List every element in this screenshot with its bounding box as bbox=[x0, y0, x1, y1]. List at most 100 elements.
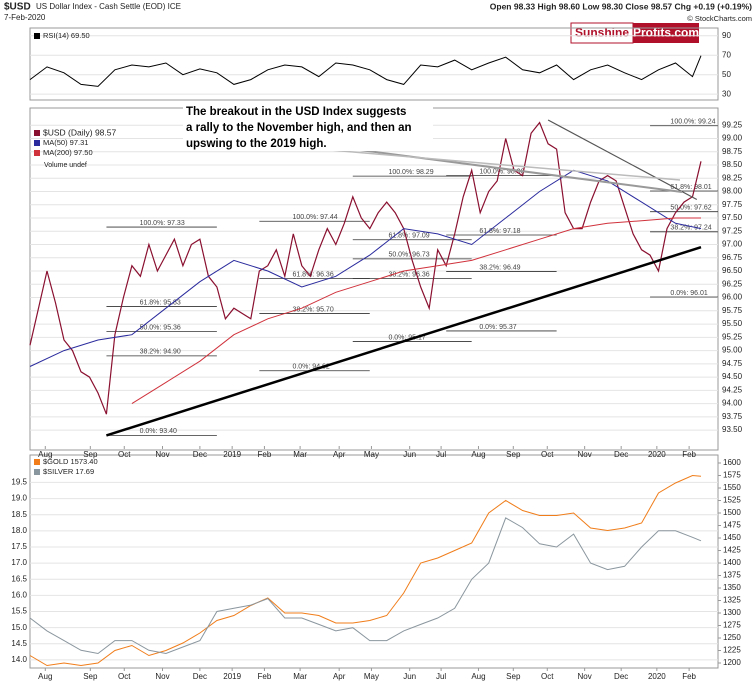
legend-label: MA(50) 97.31 bbox=[43, 138, 88, 147]
y2-tick-label: 1450 bbox=[723, 533, 741, 542]
legend-label: $USD (Daily) 98.57 bbox=[43, 127, 116, 137]
y-tick-label: 98.00 bbox=[722, 187, 743, 196]
x-tick-label: Dec bbox=[614, 672, 628, 681]
y2-tick-label: 1325 bbox=[723, 596, 741, 605]
y-tick-label: 15.5 bbox=[11, 607, 27, 616]
fib-label: 0.0%: 95.37 bbox=[479, 324, 516, 331]
fib-label: 100.0%: 97.44 bbox=[292, 214, 337, 221]
x-tick-label: Feb bbox=[682, 672, 696, 681]
y2-tick-label: 1500 bbox=[723, 508, 741, 517]
x-tick-label: Nov bbox=[578, 672, 592, 681]
fib-label: 0.0%: 96.01 bbox=[670, 290, 707, 297]
y-tick-label: 95.75 bbox=[722, 306, 743, 315]
x-tick-label: Sep bbox=[83, 450, 98, 459]
panel-frame bbox=[29, 454, 719, 669]
y2-tick-label: 1275 bbox=[723, 621, 741, 630]
annotation-line: The breakout in the USD Index suggests bbox=[186, 106, 406, 118]
x-tick-label: Aug bbox=[38, 672, 52, 681]
y-tick-label: 15.0 bbox=[11, 623, 27, 632]
trend-line bbox=[547, 119, 698, 201]
x-tick-label: May bbox=[364, 672, 379, 681]
y-tick-label: 97.50 bbox=[722, 213, 743, 222]
x-tick-label: May bbox=[364, 450, 379, 459]
series-line bbox=[29, 121, 702, 415]
fib-label: 61.8%: 96.36 bbox=[292, 271, 333, 278]
y-tick-label: 94.50 bbox=[722, 372, 743, 381]
x-tick-label: Aug bbox=[471, 672, 485, 681]
y-tick-label: 94.25 bbox=[722, 385, 743, 394]
y-tick-label: 94.75 bbox=[722, 359, 743, 368]
y-tick-label: 95.50 bbox=[722, 319, 743, 328]
y-tick-label: 96.75 bbox=[722, 253, 743, 262]
instrument-name: US Dollar Index - Cash Settle (EOD) ICE bbox=[36, 2, 181, 11]
y2-tick-label: 1600 bbox=[723, 458, 741, 467]
x-tick-label: Aug bbox=[38, 450, 52, 459]
x-tick-label: Oct bbox=[118, 450, 131, 459]
y-tick-label: 99.00 bbox=[722, 134, 743, 143]
y-tick-label: 98.75 bbox=[722, 147, 743, 156]
fib-label: 61.8%: 98.01 bbox=[670, 184, 711, 191]
series-line bbox=[29, 474, 702, 667]
annotation-box bbox=[183, 103, 433, 151]
fib-label: 61.8%: 95.83 bbox=[140, 299, 181, 306]
y-tick-label: 18.0 bbox=[11, 526, 27, 535]
x-tick-label: Nov bbox=[155, 672, 169, 681]
fib-label: 61.8%: 97.09 bbox=[388, 233, 429, 240]
x-tick-label: Sep bbox=[506, 672, 521, 681]
fib-label: 50.0%: 96.73 bbox=[388, 252, 429, 259]
y-tick-label: 94.00 bbox=[722, 399, 743, 408]
series-line bbox=[29, 55, 702, 87]
symbol: $USD bbox=[4, 2, 31, 13]
y-tick-label: 96.50 bbox=[722, 266, 743, 275]
x-tick-label: Jul bbox=[436, 672, 446, 681]
y-tick-label: 17.0 bbox=[11, 558, 27, 567]
fib-label: 38.2%: 97.24 bbox=[670, 225, 711, 232]
fib-label: 38.2%: 95.70 bbox=[292, 306, 333, 313]
y-tick-label: 99.25 bbox=[722, 120, 743, 129]
fib-label: 50.0%: 97.62 bbox=[670, 205, 711, 212]
x-tick-label: Dec bbox=[614, 450, 628, 459]
y-tick-label: 16.0 bbox=[11, 590, 27, 599]
legend-swatch bbox=[34, 130, 40, 136]
y-tick-label: 98.50 bbox=[722, 160, 743, 169]
x-tick-label: 2020 bbox=[648, 672, 666, 681]
fib-label: 100.0%: 99.24 bbox=[670, 119, 715, 126]
x-tick-label: 2019 bbox=[223, 450, 241, 459]
legend-swatch bbox=[34, 150, 40, 156]
legend-swatch bbox=[34, 33, 40, 39]
y2-tick-label: 1300 bbox=[723, 608, 741, 617]
y-tick-label: 97.00 bbox=[722, 240, 743, 249]
volume-label: Volume undef bbox=[44, 162, 87, 169]
y-tick-label: 97.25 bbox=[722, 226, 743, 235]
y-tick-label: 90 bbox=[722, 31, 731, 40]
y-tick-label: 19.5 bbox=[11, 478, 27, 487]
annotation: The breakout in the USD Index suggests a… bbox=[183, 103, 683, 193]
y-tick-label: 95.00 bbox=[722, 346, 743, 355]
x-tick-label: Sep bbox=[83, 672, 98, 681]
x-tick-label: Sep bbox=[506, 450, 521, 459]
y2-tick-label: 1250 bbox=[723, 633, 741, 642]
series-line bbox=[29, 517, 702, 655]
y2-tick-label: 1375 bbox=[723, 571, 741, 580]
y2-tick-label: 1525 bbox=[723, 496, 741, 505]
annotation-line: a rally to the November high, and then a… bbox=[186, 122, 412, 134]
fib-label: 38.2%: 96.36 bbox=[388, 271, 429, 278]
annotation-line: upswing to the 2019 high. bbox=[186, 138, 327, 150]
y-tick-label: 97.75 bbox=[722, 200, 743, 209]
plot-layer: 30 50 70 90 RSI(14) 69.50 93.50 93.75 94.00 94.2… bbox=[11, 31, 742, 681]
fib-label: 100.0%: 98.30 bbox=[479, 168, 524, 175]
y-tick-label: 96.00 bbox=[722, 293, 743, 302]
x-tick-label: Jun bbox=[403, 450, 416, 459]
legend-label: $GOLD 1573.40 bbox=[43, 457, 98, 466]
y-tick-label: 50 bbox=[722, 70, 731, 79]
y2-tick-label: 1225 bbox=[723, 646, 741, 655]
legend-swatch bbox=[34, 459, 40, 465]
y2-tick-label: 1575 bbox=[723, 471, 741, 480]
fib-label: 0.0%: 93.40 bbox=[140, 428, 177, 435]
legend-label: $SILVER 17.69 bbox=[43, 467, 94, 476]
x-tick-label: Mar bbox=[293, 672, 307, 681]
y2-tick-label: 1400 bbox=[723, 558, 741, 567]
legend-swatch bbox=[34, 140, 40, 146]
quote: Open 98.33 High 98.60 Low 98.30 Close 98… bbox=[490, 1, 752, 11]
fib-label: 100.0%: 98.29 bbox=[388, 169, 433, 176]
